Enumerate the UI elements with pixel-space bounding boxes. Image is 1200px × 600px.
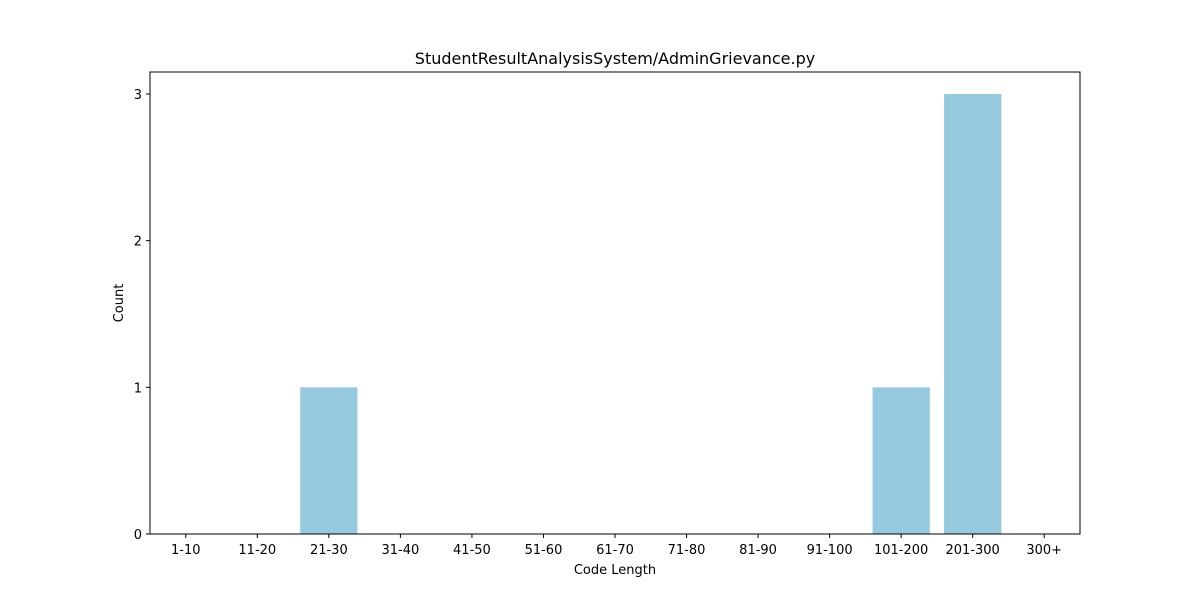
x-tick-label: 51-60 — [525, 543, 563, 558]
y-tick-label: 3 — [134, 88, 142, 103]
bar-201-300 — [944, 94, 1002, 534]
x-tick-label: 41-50 — [453, 543, 491, 558]
x-tick-label: 201-300 — [946, 543, 1000, 558]
y-axis: 0 1 2 3 — [134, 88, 150, 543]
x-axis: 1-10 11-20 21-30 31-40 41-50 51-60 61-70 71-80 8… — [171, 534, 1062, 558]
bars-layer — [300, 94, 1002, 534]
x-tick-label: 21-30 — [310, 543, 348, 558]
x-tick-label: 1-10 — [171, 543, 201, 558]
y-tick-label: 1 — [134, 381, 142, 396]
x-tick-label: 11-20 — [238, 543, 276, 558]
x-tick-label: 101-200 — [874, 543, 928, 558]
x-tick-label: 31-40 — [381, 543, 419, 558]
x-tick-label: 71-80 — [668, 543, 706, 558]
y-tick-label: 0 — [134, 528, 142, 543]
chart-title: StudentResultAnalysisSystem/AdminGrievan… — [415, 49, 815, 68]
x-axis-label: Code Length — [574, 563, 656, 578]
x-tick-label: 81-90 — [739, 543, 777, 558]
x-tick-label: 61-70 — [596, 543, 634, 558]
bar-21-30 — [300, 387, 358, 534]
bar-101-200 — [872, 387, 930, 534]
y-axis-label: Count — [112, 284, 127, 323]
y-tick-label: 2 — [134, 235, 142, 250]
x-tick-label: 91-100 — [807, 543, 853, 558]
x-tick-label: 300+ — [1026, 543, 1062, 558]
